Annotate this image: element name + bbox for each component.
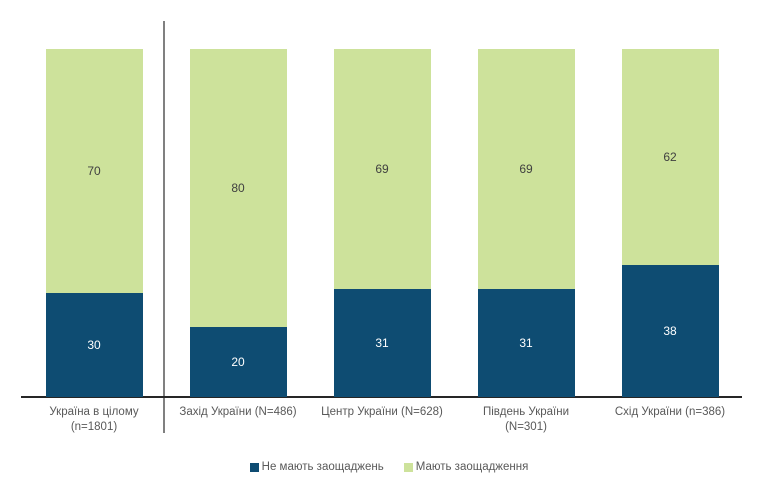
bar-segment-have-savings: 69 <box>477 49 575 290</box>
value-label: 70 <box>87 163 101 178</box>
legend-label: Не мають заощаджень <box>261 461 384 473</box>
legend-item-have-savings: Мають заощадження <box>403 461 529 473</box>
value-label: 69 <box>375 162 389 177</box>
value-label: 62 <box>663 149 677 164</box>
bar-segment-no-savings: 20 <box>189 327 287 397</box>
value-label: 38 <box>663 323 677 338</box>
bar-segment-no-savings: 31 <box>333 289 431 397</box>
stacked-bar: 62 38 <box>621 49 719 397</box>
bar-group-west-ukraine: 80 20 Захід України (N=486) <box>166 49 310 435</box>
bar-segment-have-savings: 80 <box>189 49 287 328</box>
legend-item-no-savings: Не мають заощаджень <box>249 461 384 473</box>
bar-group-south-ukraine: 69 31 Південь України (N=301) <box>454 49 598 435</box>
stacked-bar: 69 31 <box>477 49 575 397</box>
value-label: 69 <box>519 162 533 177</box>
value-label: 31 <box>375 336 389 351</box>
value-label: 20 <box>231 355 245 370</box>
bar-group-east-ukraine: 62 38 Схід України (n=386) <box>598 49 742 435</box>
value-label: 80 <box>231 181 245 196</box>
legend: Не мають заощаджень Мають заощадження <box>0 461 778 473</box>
x-axis-label: Захід України (N=486) <box>179 406 297 418</box>
stacked-bar: 80 20 <box>189 49 287 397</box>
x-axis-label: Південь України (N=301) <box>482 406 570 433</box>
legend-swatch-have-savings-icon <box>403 462 413 472</box>
bar-segment-have-savings: 70 <box>45 49 143 293</box>
x-axis-label: Центр України (N=628) <box>321 406 443 418</box>
bar-segment-have-savings: 62 <box>621 49 719 265</box>
bar-segment-have-savings: 69 <box>333 49 431 290</box>
stacked-bar: 69 31 <box>333 49 431 397</box>
value-label: 31 <box>519 336 533 351</box>
x-axis-line <box>21 396 742 398</box>
bar-segment-no-savings: 31 <box>477 289 575 397</box>
legend-swatch-no-savings-icon <box>249 462 259 472</box>
group-divider-line <box>163 21 165 433</box>
bar-segment-no-savings: 30 <box>45 292 143 397</box>
bar-group-center-ukraine: 69 31 Центр України (N=628) <box>310 49 454 435</box>
plot-area: 70 30 Україна в цілому (n=1801) 80 20 За… <box>22 49 742 435</box>
value-label: 30 <box>87 337 101 352</box>
stacked-bar: 70 30 <box>45 49 143 397</box>
x-axis-label: Схід України (n=386) <box>614 406 726 418</box>
bar-group-ukraine-total: 70 30 Україна в цілому (n=1801) <box>22 49 166 435</box>
x-axis-label: Україна в цілому (n=1801) <box>49 406 139 433</box>
legend-label: Мають заощадження <box>415 461 529 473</box>
bar-segment-no-savings: 38 <box>621 264 719 397</box>
